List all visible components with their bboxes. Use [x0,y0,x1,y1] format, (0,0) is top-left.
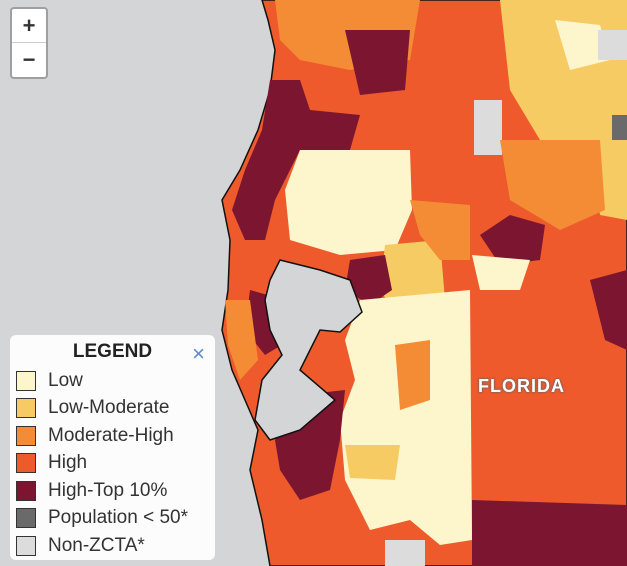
legend-item: Moderate-High [16,422,209,450]
zoom-out[interactable]: − [22,47,36,72]
area-bottom-maroon [472,500,627,566]
legend-swatch [16,535,36,556]
area-nonzcta [598,30,627,60]
legend-label: Low-Moderate [48,397,170,419]
zoom-in[interactable]: + [12,9,46,43]
area-center-orange [410,200,470,260]
legend-item: Low [16,367,209,395]
legend-label: Moderate-High [48,424,174,446]
area-pop [612,115,627,140]
legend-item: High [16,450,209,478]
area-orange-right [500,140,605,230]
legend-item: High-Top 10% [16,477,209,505]
legend-swatch [16,370,36,391]
area-maroon-mid [345,255,392,305]
area-west-orange [225,300,258,380]
legend: LEGEND × Low Low-Moderate Moderate-High Hig… [10,335,215,560]
area-nonzcta [474,100,502,155]
area-south-light [340,290,472,545]
area-top-maroon [345,30,410,95]
state-label: FLORIDA [478,376,565,396]
area-south-yellow [345,445,400,480]
legend-swatch [16,480,36,501]
area-east-light [472,255,530,290]
area-nonzcta-south [385,540,425,566]
coast-maroon [232,80,360,240]
legend-label: Low [48,369,83,391]
legend-swatch [16,508,36,529]
legend-label: Non-ZCTA* [48,534,145,556]
area-maroon-right [480,215,545,265]
area-maroon-right2 [590,270,627,350]
legend-swatch [16,425,36,446]
legend-label: High [48,452,88,474]
legend-item: Low-Moderate [16,395,209,423]
legend-swatch [16,453,36,474]
legend-item: Non-ZCTA* [16,532,209,560]
legend-items: Low Low-Moderate Moderate-High High High-Top… [16,367,209,560]
legend-close[interactable]: × [192,341,205,366]
area-south-orange [395,340,430,410]
legend-title: LEGEND [72,341,153,362]
area-top-right-light [555,20,610,70]
zoom-control: + − [10,7,48,79]
area-center-light [285,150,412,255]
bay [254,259,363,441]
legend-swatch [16,398,36,419]
legend-label: Population < 50* [48,507,188,529]
legend-item: Population < 50* [16,505,209,533]
legend-label: High-Top 10% [48,479,168,501]
